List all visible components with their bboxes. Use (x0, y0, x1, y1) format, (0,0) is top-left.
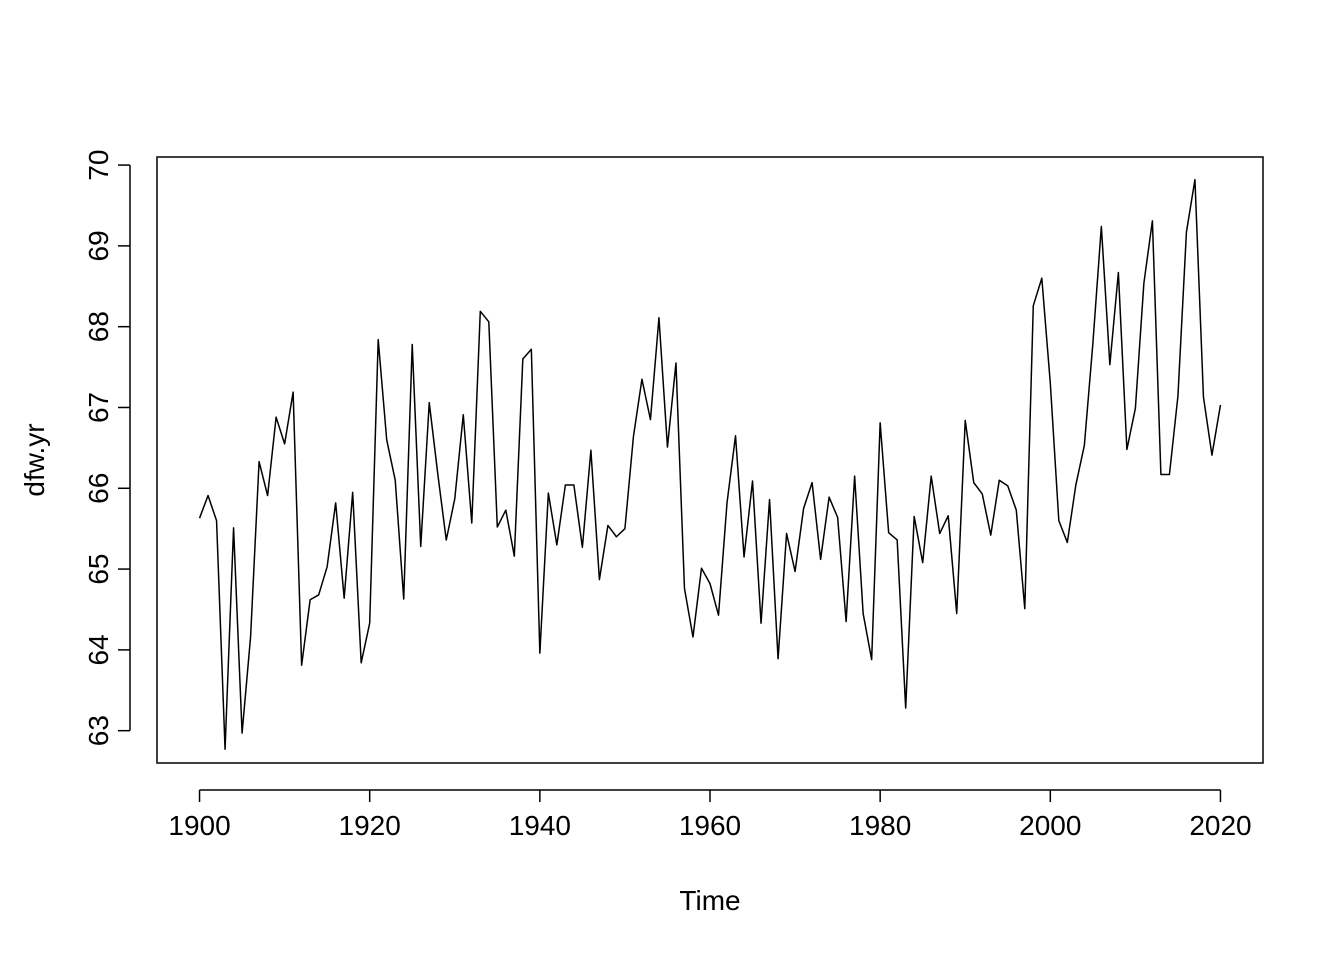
x-tick-label: 1980 (849, 810, 911, 841)
x-tick-label: 2000 (1019, 810, 1081, 841)
y-axis-label: dfw.yr (19, 423, 50, 496)
y-axis: 63 64 65 66 67 68 69 70 (83, 150, 131, 746)
x-tick-label: 1940 (509, 810, 571, 841)
y-tick-label: 67 (83, 392, 114, 423)
x-tick-label: 1920 (339, 810, 401, 841)
y-tick-label: 69 (83, 230, 114, 261)
y-tick-label: 64 (83, 634, 114, 665)
x-tick-label: 1900 (168, 810, 230, 841)
x-axis: 1900 1920 1940 1960 1980 2000 2020 (168, 789, 1252, 841)
y-tick-label: 70 (83, 150, 114, 181)
y-tick-label: 63 (83, 715, 114, 746)
plot-frame (156, 156, 1264, 764)
y-tick-label: 68 (83, 311, 114, 342)
y-tick-label: 66 (83, 473, 114, 504)
x-tick-label: 2020 (1189, 810, 1251, 841)
y-tick-label: 65 (83, 554, 114, 585)
x-axis-label: Time (679, 885, 740, 916)
x-tick-label: 1960 (679, 810, 741, 841)
series-line (198, 178, 1222, 751)
